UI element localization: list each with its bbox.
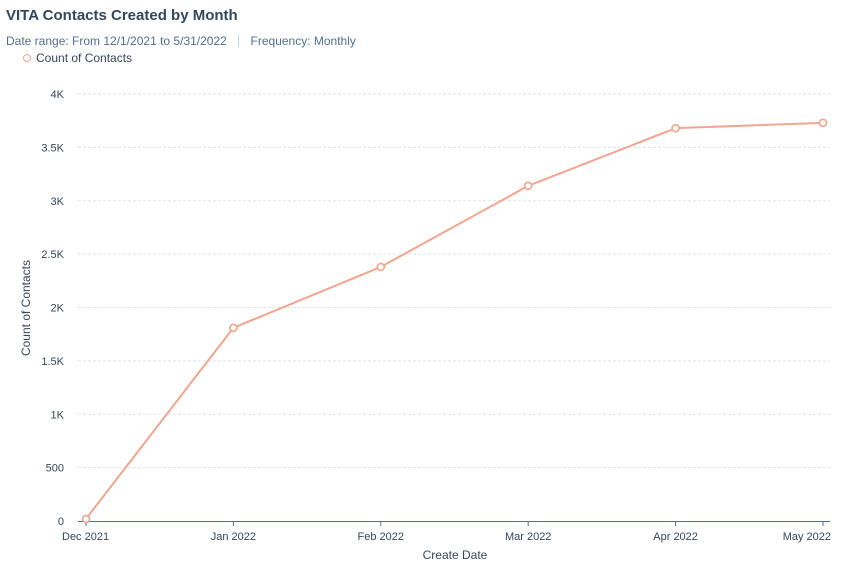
y-tick-label: 3K: [51, 196, 65, 208]
frequency-text: Frequency: Monthly: [250, 34, 356, 48]
x-tick-label: Jan 2022: [211, 531, 256, 543]
chart-header: VITA Contacts Created by Month Date rang…: [6, 6, 855, 49]
subtitle-divider: [238, 34, 240, 47]
x-tick-label: Mar 2022: [505, 531, 551, 543]
data-point[interactable]: [671, 123, 680, 133]
x-tick-label: Apr 2022: [653, 531, 698, 543]
y-tick-label: 3.5K: [41, 142, 64, 154]
y-tick-label: 1K: [51, 409, 65, 421]
y-tick-label: 500: [46, 463, 64, 475]
chart-subtitle: Date range: From 12/1/2021 to 5/31/2022 …: [6, 33, 855, 49]
date-range-text: Date range: From 12/1/2021 to 5/31/2022: [6, 34, 227, 48]
data-point[interactable]: [229, 323, 238, 333]
chart-legend[interactable]: Count of Contacts: [23, 51, 132, 65]
y-tick-label: 0: [58, 516, 64, 528]
legend-label: Count of Contacts: [36, 51, 133, 65]
y-tick-label: 4K: [51, 89, 65, 101]
x-tick-label: May 2022: [783, 531, 831, 543]
x-axis-title: Create Date: [423, 548, 488, 562]
y-tick-label: 2.5K: [41, 249, 64, 261]
chart-title: VITA Contacts Created by Month: [6, 7, 238, 24]
y-axis-title: Count of Contacts: [19, 260, 33, 356]
x-tick-label: Feb 2022: [358, 531, 404, 543]
y-tick-label: 2K: [51, 303, 65, 315]
grid-lines: [78, 93, 830, 469]
data-point[interactable]: [818, 118, 828, 128]
x-tick-label: Dec 2021: [62, 531, 109, 543]
series-line: [85, 121, 824, 520]
y-tick-label: 1.5K: [41, 356, 64, 368]
legend-marker-icon: [23, 54, 31, 62]
data-point[interactable]: [523, 181, 533, 191]
series-count-of-contacts: [81, 118, 828, 524]
data-point[interactable]: [81, 514, 91, 524]
axes: 0 500 1K 1.5K 2K 2.5K 3K 3.5K 4K Dec 2021 Jan 2022…: [41, 89, 831, 543]
data-point[interactable]: [376, 262, 386, 272]
